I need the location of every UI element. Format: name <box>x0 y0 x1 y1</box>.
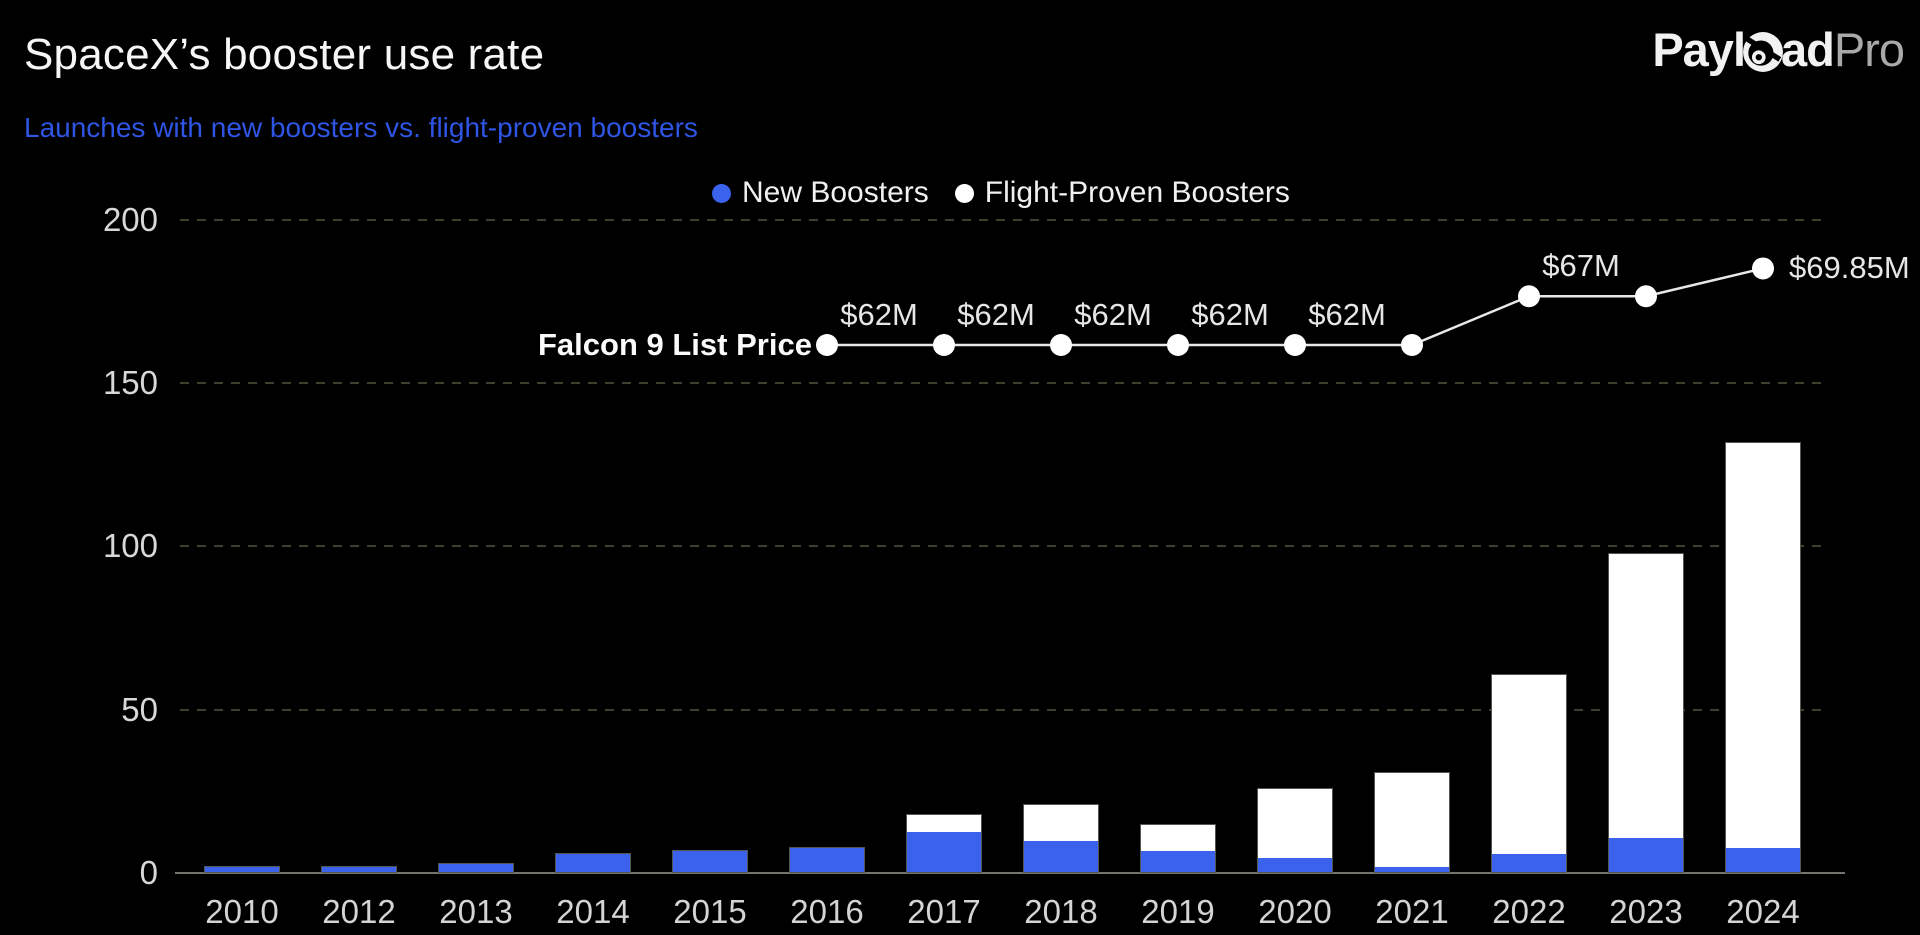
bar-segment-new <box>1726 847 1800 872</box>
legend: New Boosters Flight-Proven Boosters <box>712 176 1290 210</box>
bar-segment-new <box>322 867 396 872</box>
logo-text-ad: ad <box>1781 23 1835 76</box>
price-point-marker <box>1284 334 1306 356</box>
bar-segment-flight-proven <box>1024 805 1098 842</box>
bar-stack <box>1491 673 1567 873</box>
gridline <box>180 545 1825 548</box>
bar-stack <box>1023 804 1099 873</box>
price-point-marker <box>1050 334 1072 356</box>
y-axis-tick-label: 0 <box>139 854 158 891</box>
payloadpro-logo: Payl ad Pro <box>1652 22 1905 77</box>
bar-stack <box>1725 441 1801 873</box>
x-axis-label: 2015 <box>673 893 747 930</box>
bar-stack <box>1608 552 1684 873</box>
bar-segment-new <box>1375 867 1449 872</box>
price-point-label: $67M <box>1542 248 1620 284</box>
logo-text-pro: Pro <box>1833 23 1905 76</box>
bar-stack <box>438 863 514 873</box>
x-axis-label: 2021 <box>1375 893 1449 930</box>
bar-segment-flight-proven <box>1492 674 1566 855</box>
bar-segment-new <box>1258 857 1332 872</box>
y-axis-tick-label: 100 <box>102 527 158 565</box>
legend-label: New Boosters <box>742 176 929 209</box>
bar-segment-flight-proven <box>1141 824 1215 852</box>
bar-segment-new <box>673 851 747 872</box>
x-axis-label: 2018 <box>1024 893 1098 930</box>
price-point-label: $62M <box>1308 297 1386 332</box>
price-point-marker <box>1518 285 1540 308</box>
x-axis-label: 2016 <box>790 893 864 930</box>
price-point-label: $69.85M <box>1789 250 1910 286</box>
bar-stack <box>1140 823 1216 873</box>
bar-segment-flight-proven <box>1258 789 1332 858</box>
bar-stack <box>1257 788 1333 873</box>
price-line-title: Falcon 9 List Price <box>538 327 812 362</box>
legend-dot-icon <box>712 183 731 203</box>
astronaut-helmet-icon <box>1743 31 1783 72</box>
x-axis-label: 2014 <box>556 893 630 930</box>
bar-segment-new <box>1492 854 1566 872</box>
legend-label: Flight-Proven Boosters <box>984 176 1290 209</box>
price-point-marker <box>1167 334 1189 356</box>
price-point-label: $62M <box>840 297 918 332</box>
x-axis-label: 2019 <box>1141 893 1215 930</box>
price-point-marker <box>816 334 838 356</box>
bar-segment-new <box>790 847 864 872</box>
x-axis-label: 2020 <box>1258 893 1332 930</box>
price-point-marker <box>933 334 955 356</box>
legend-dot-icon <box>954 183 974 203</box>
bar-stack <box>204 866 280 873</box>
price-point-label: $62M <box>957 297 1035 332</box>
bar-segment-new <box>205 867 279 872</box>
gridline <box>180 708 1825 711</box>
bar-segment-flight-proven <box>1726 442 1800 848</box>
legend-item: Flight-Proven Boosters <box>954 176 1290 210</box>
x-axis-label: 2013 <box>439 893 513 930</box>
x-axis-label: 2017 <box>907 893 981 930</box>
bar-segment-flight-proven <box>1609 553 1683 839</box>
price-point-marker <box>1635 285 1657 308</box>
logo-text-payl: Payl <box>1652 23 1746 76</box>
chart-title: SpaceX’s booster use rate <box>24 30 545 79</box>
legend-item: New Boosters <box>712 176 929 210</box>
x-axis-label: 2010 <box>205 893 279 930</box>
bar-stack <box>906 814 982 873</box>
x-axis-line <box>175 872 1845 874</box>
x-axis-label: 2012 <box>322 893 396 930</box>
bar-segment-new <box>1609 838 1683 872</box>
y-axis-tick-label: 150 <box>102 363 158 401</box>
x-axis-label: 2024 <box>1726 893 1800 930</box>
bar-stack <box>672 850 748 873</box>
gridline <box>180 218 1825 221</box>
bar-segment-new <box>1141 851 1215 872</box>
bar-stack <box>321 866 397 873</box>
y-axis-tick-label: 200 <box>102 200 158 238</box>
gridline <box>180 381 1825 384</box>
price-point-label: $62M <box>1074 297 1152 332</box>
bar-segment-flight-proven <box>907 815 981 832</box>
bar-segment-flight-proven <box>1375 772 1449 868</box>
bar-stack <box>789 846 865 873</box>
bar-segment-new <box>439 864 513 872</box>
price-point-label: $62M <box>1191 297 1269 332</box>
price-point-marker <box>1752 257 1774 280</box>
x-axis-label: 2022 <box>1492 893 1566 930</box>
x-axis-label: 2023 <box>1609 893 1683 930</box>
bar-stack <box>1374 771 1450 873</box>
price-point-marker <box>1401 334 1423 356</box>
bar-segment-new <box>907 831 981 872</box>
y-axis-tick-label: 50 <box>121 690 158 728</box>
bar-stack <box>555 853 631 873</box>
bar-segment-new <box>556 854 630 872</box>
bar-segment-new <box>1024 841 1098 872</box>
chart-subtitle: Launches with new boosters vs. flight-pr… <box>24 112 698 143</box>
